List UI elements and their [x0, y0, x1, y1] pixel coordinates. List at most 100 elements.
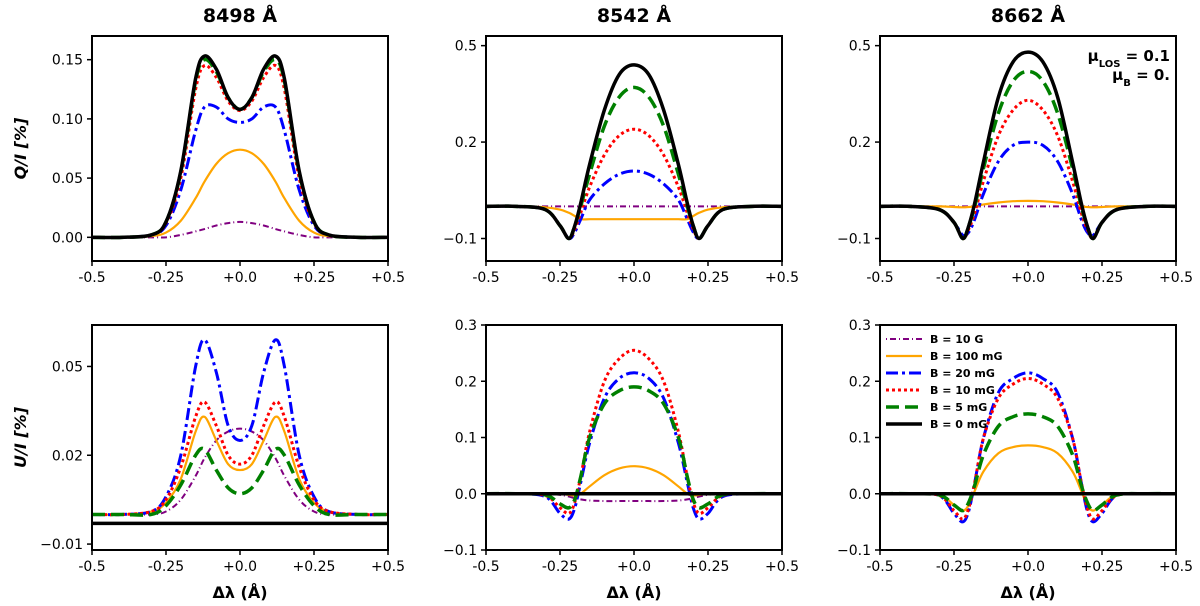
series-line-b-10-mg: [486, 127, 782, 240]
x-tick-label: +0.0: [617, 559, 651, 575]
y-tick-label: 0.02: [52, 448, 83, 464]
y-tick-label: 0.2: [849, 135, 871, 151]
series-line-b-100-mg: [92, 415, 388, 516]
y-tick-label: 0.5: [849, 39, 871, 55]
y-axis-label: Q/I [%]: [11, 117, 30, 179]
series-line-b-20-mg: [880, 140, 1176, 238]
x-tick-label: +0.0: [617, 270, 651, 286]
series-line-b-5-mg: [486, 385, 782, 510]
x-tick-label: -0.5: [472, 559, 499, 575]
series-group: [880, 50, 1176, 241]
plot-frame: [485, 35, 783, 262]
x-tick-label: +0.5: [1159, 270, 1193, 286]
series-line-b-10-g: [92, 220, 388, 239]
x-tick-label: +0.5: [765, 559, 799, 575]
y-tick-label: 0.0: [455, 487, 477, 503]
y-tick-label: −0.1: [443, 543, 477, 559]
x-tick-label: +0.25: [687, 270, 730, 286]
plot-frame: [91, 35, 389, 262]
x-tick-label: -0.5: [78, 270, 105, 286]
panel-q-8662: -0.5 -0.25 +0.0 +0.25 +0.5 −0.1 0.2 0.5: [837, 35, 1193, 286]
y-tick-label: 0.2: [849, 374, 871, 390]
x-tick-label: +0.25: [1081, 559, 1124, 575]
y-tick-label: 0.1: [849, 431, 871, 447]
series-line-b-0-mg: [92, 54, 388, 240]
x-tick-label: +0.0: [223, 270, 257, 286]
series-line-b-0-mg: [486, 63, 782, 241]
series-line-b-100-mg: [880, 199, 1176, 209]
series-line-b-5-mg: [880, 412, 1176, 513]
series-line-b-5-mg: [880, 69, 1176, 241]
y-tick-label: 0.3: [455, 318, 477, 334]
column-title: 8542 Å: [597, 3, 671, 27]
series-line-b-10-g: [486, 492, 782, 503]
series-group: [486, 348, 782, 521]
y-tick-label: 0.2: [455, 374, 477, 390]
y-tick-label: 0.1: [455, 431, 477, 447]
x-tick-label: +0.5: [371, 559, 405, 575]
plot-frame: [485, 324, 783, 551]
panel-u-8542: -0.5 -0.25 +0.0 +0.25 +0.5 −0.1 0.0 0.1 0.2 0.3: [443, 318, 799, 575]
series-group: [486, 63, 782, 241]
x-tick-label: -0.25: [148, 559, 184, 575]
x-tick-label: +0.5: [371, 270, 405, 286]
series-line-b-100-mg: [486, 465, 782, 497]
series-group: [92, 338, 388, 526]
series-line-b-5-mg: [92, 446, 388, 517]
series-line-b-100-mg: [92, 148, 388, 239]
y-tick-label: 0.0: [849, 487, 871, 503]
x-tick-label: +0.25: [293, 270, 336, 286]
y-tick-label: 0.05: [52, 359, 83, 375]
series-line-b-5-mg: [486, 85, 782, 241]
y-tick-label: −0.1: [837, 543, 871, 559]
series-line-b-20-mg: [486, 371, 782, 521]
y-tick-label: 0.3: [849, 318, 871, 334]
plot-frame: [879, 324, 1177, 551]
series-line-b-10-g: [92, 427, 388, 516]
x-tick-label: -0.25: [936, 559, 972, 575]
series-group: [880, 371, 1176, 524]
y-tick-label: 0.2: [455, 135, 477, 151]
legend-entry: B = 0 mG: [930, 418, 987, 431]
legend-entry: B = 10 G: [930, 333, 983, 346]
column-title: 8498 Å: [203, 3, 277, 27]
x-tick-label: -0.25: [148, 270, 184, 286]
mu-b-label: μB = 0.: [1112, 66, 1170, 89]
x-tick-label: +0.25: [1081, 270, 1124, 286]
series-line-b-20-mg: [92, 338, 388, 517]
y-tick-label: 0.15: [52, 53, 83, 69]
series-line-b-10-mg: [92, 400, 388, 517]
legend-entry: B = 10 mG: [930, 384, 995, 397]
legend: B = 10 G B = 100 mG B = 20 mG B = 10 mG B = …: [886, 333, 1003, 431]
series-line-b-100-mg: [486, 205, 782, 221]
x-tick-label: +0.25: [687, 559, 730, 575]
x-tick-label: -0.25: [542, 559, 578, 575]
x-tick-label: +0.5: [1159, 559, 1193, 575]
x-tick-label: -0.25: [542, 270, 578, 286]
panel-q-8542: -0.5 -0.25 +0.0 +0.25 +0.5 −0.1 0.2 0.5: [443, 35, 799, 286]
y-tick-label: 0.05: [52, 171, 83, 187]
series-line-b-20-mg: [92, 103, 388, 239]
series-group: [92, 54, 388, 240]
series-line-b-10-mg: [486, 348, 782, 516]
series-line-b-10-mg: [880, 376, 1176, 521]
series-line-b-10-mg: [880, 98, 1176, 241]
y-tick-label: 0.5: [455, 39, 477, 55]
panel-q-8498: -0.5 -0.25 +0.0 +0.25 +0.5 0.00 0.05 0.10 0.15: [52, 35, 405, 286]
column-title: 8662 Å: [991, 3, 1065, 27]
x-tick-label: +0.5: [765, 270, 799, 286]
x-tick-label: -0.5: [866, 559, 893, 575]
y-axis-label: U/I [%]: [11, 406, 30, 468]
y-tick-label: −0.1: [443, 232, 477, 248]
panel-u-8498: -0.5 -0.25 +0.0 +0.25 +0.5 −0.01 0.02 0.05: [40, 324, 405, 575]
x-tick-label: -0.5: [78, 559, 105, 575]
x-tick-label: +0.0: [223, 559, 257, 575]
x-axis-label: Δλ (Å): [212, 583, 267, 602]
legend-entry: B = 20 mG: [930, 367, 995, 380]
series-line-b-0-mg: [880, 50, 1176, 241]
x-tick-label: +0.0: [1011, 270, 1045, 286]
x-axis-label: Δλ (Å): [1000, 583, 1055, 602]
series-line-b-10-mg: [92, 63, 388, 239]
x-tick-label: -0.5: [472, 270, 499, 286]
